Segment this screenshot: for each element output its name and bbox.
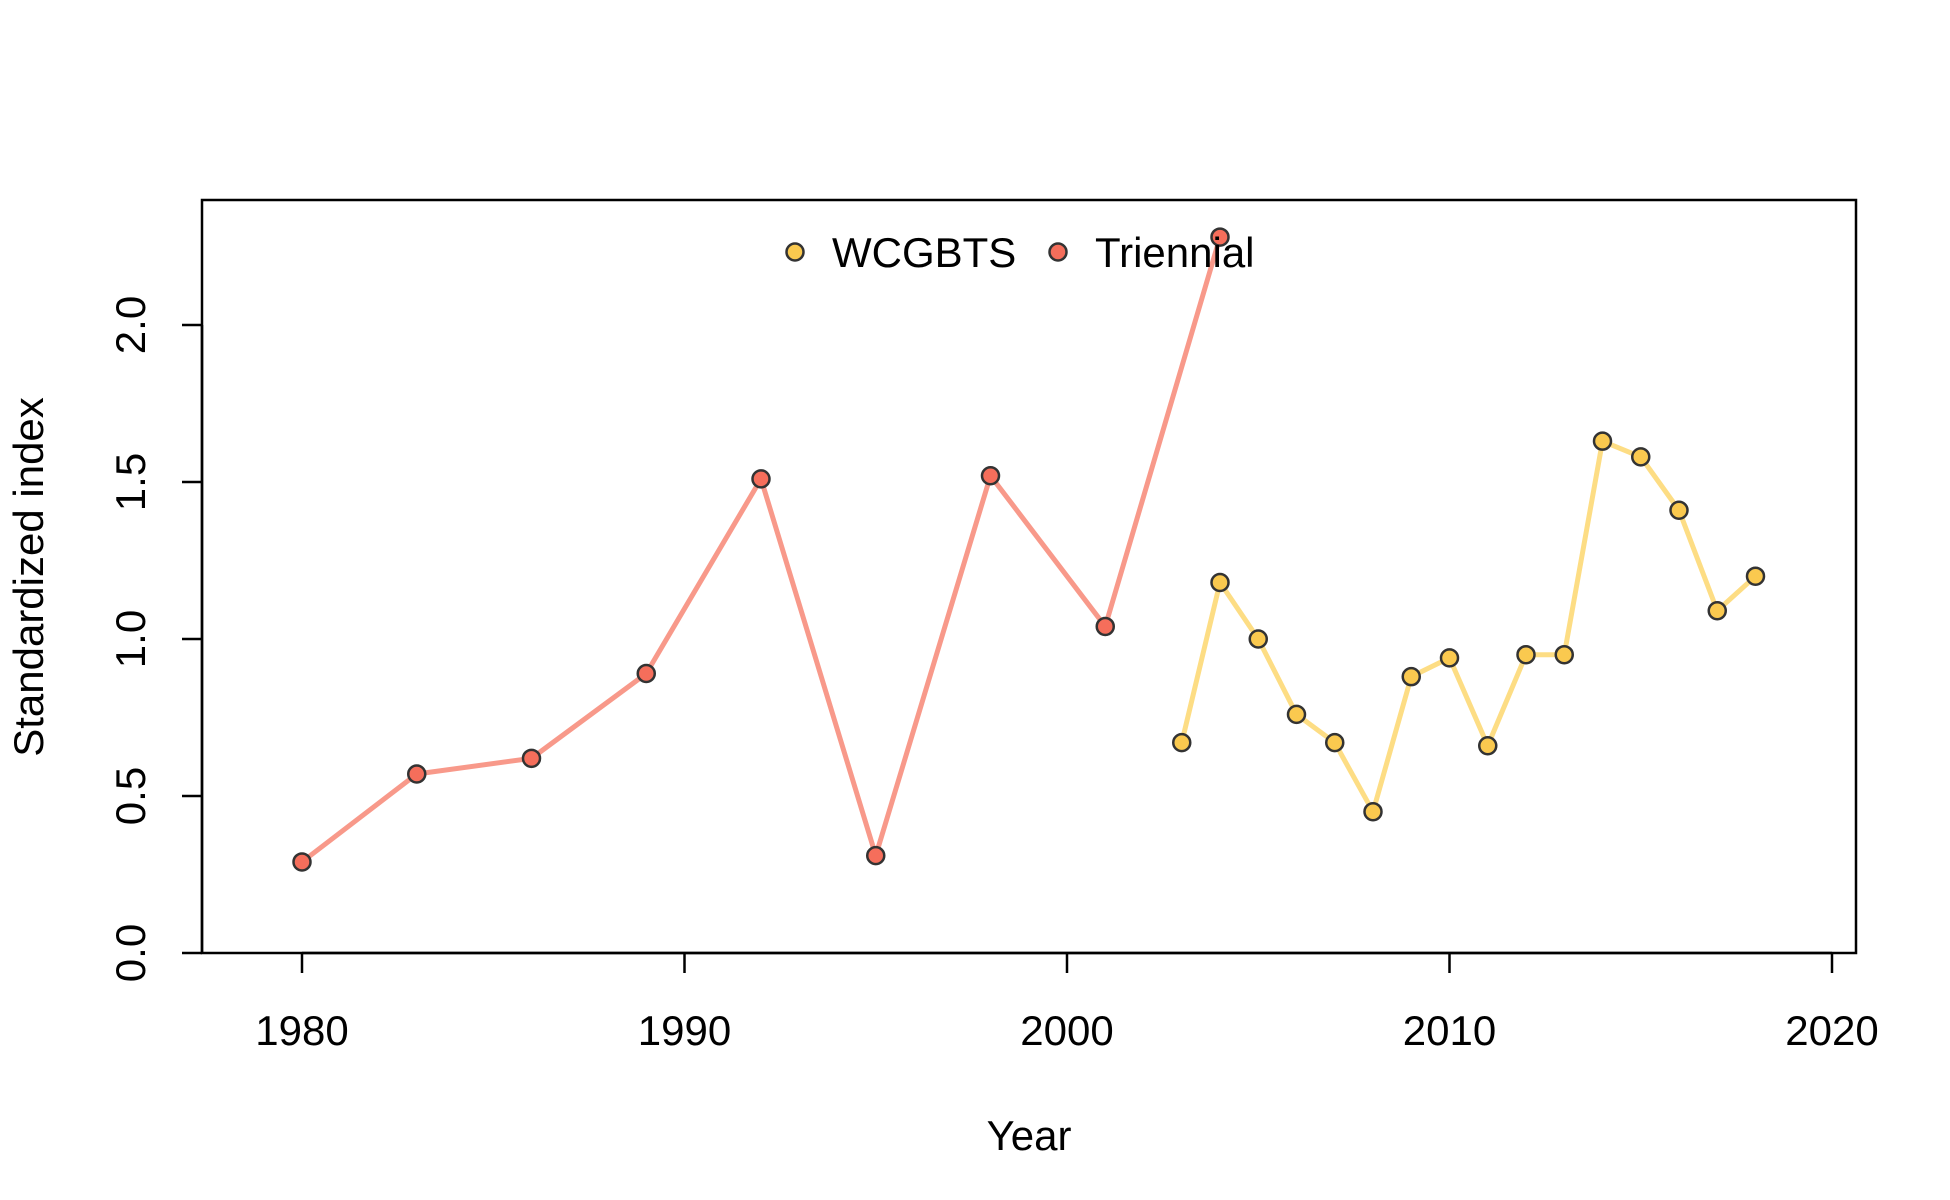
data-point — [1669, 500, 1689, 521]
data-point — [1210, 227, 1230, 247]
data-point — [292, 852, 312, 872]
data-point — [1248, 629, 1268, 649]
y-tick-label: 0.0 — [107, 924, 154, 982]
y-tick-label: 2.0 — [107, 296, 154, 354]
legend-label: Triennial — [1095, 229, 1255, 276]
data-point — [1095, 616, 1115, 637]
x-tick-label: 2010 — [1403, 1007, 1496, 1054]
plot-frame — [200, 198, 1858, 955]
data-point — [1707, 600, 1727, 621]
x-tick-label: 2000 — [1020, 1007, 1113, 1054]
data-point — [866, 845, 886, 866]
series-line — [1179, 438, 1758, 815]
data-point — [1439, 648, 1460, 668]
y-tick-label: 0.5 — [107, 767, 154, 825]
data-point — [1210, 572, 1230, 593]
legend: WCGBTS Triennial — [785, 229, 1255, 276]
x-axis: 1980 1990 2000 2010 2020 — [255, 951, 1879, 1054]
legend-item-wcgbts: WCGBTS — [785, 229, 1016, 276]
series-triennial — [292, 227, 1230, 872]
x-axis-label: Year — [987, 1112, 1072, 1159]
data-point — [1286, 704, 1307, 725]
y-tick-label: 1.0 — [107, 610, 154, 668]
x-tick-label: 1980 — [255, 1007, 348, 1054]
series-wcgbts — [1172, 431, 1766, 822]
series-line — [299, 234, 1223, 865]
legend-marker — [785, 242, 805, 262]
y-axis-label: Standardized index — [5, 397, 52, 757]
data-point — [521, 748, 542, 769]
x-tick-label: 1990 — [638, 1007, 731, 1054]
data-point — [751, 469, 771, 489]
data-point — [1172, 732, 1192, 753]
data-point — [1631, 447, 1651, 467]
y-axis: 0.0 0.5 1.0 1.5 2.0 — [107, 296, 204, 982]
data-point — [407, 764, 427, 784]
data-point — [1554, 644, 1574, 665]
legend-label: WCGBTS — [832, 229, 1016, 276]
y-tick-label: 1.5 — [107, 453, 154, 511]
legend-item-triennial: Triennial — [1048, 229, 1255, 276]
data-point — [636, 663, 656, 684]
data-point — [1325, 732, 1345, 753]
data-point — [1478, 736, 1498, 756]
x-tick-label: 2020 — [1785, 1007, 1878, 1054]
data-point — [1516, 644, 1536, 665]
data-point — [1592, 431, 1613, 451]
data-point — [1363, 801, 1383, 822]
data-point — [980, 465, 1001, 486]
series-layer — [292, 227, 1766, 872]
data-point — [1401, 666, 1421, 687]
legend-marker — [1048, 242, 1068, 262]
data-point — [1745, 566, 1766, 586]
